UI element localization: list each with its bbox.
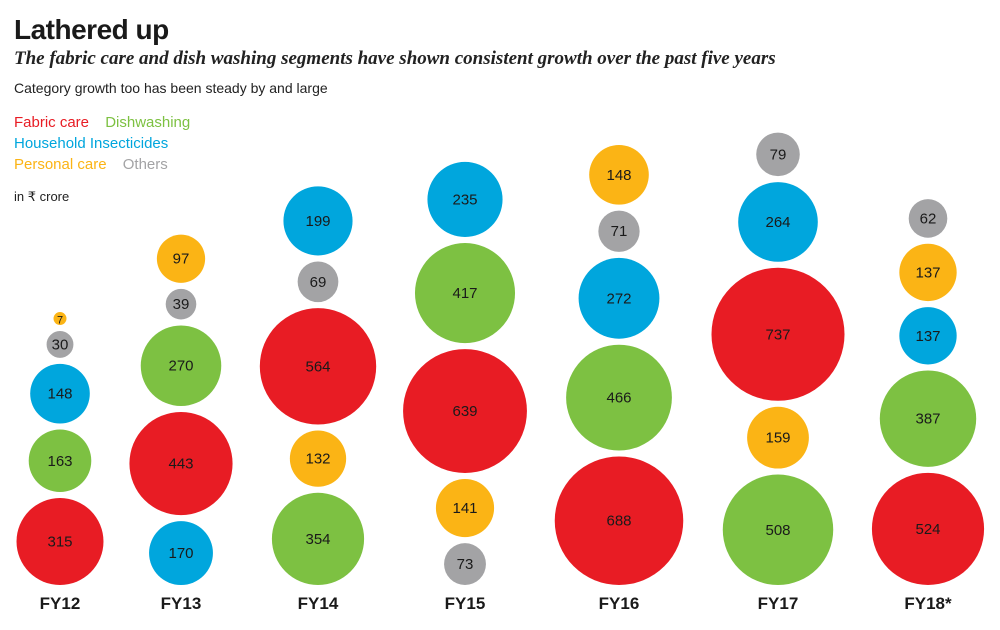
bubble-personal-care-fy15: [435, 478, 495, 538]
bubble-household-insecticides-fy13: [149, 521, 213, 585]
data-label: 30: [52, 336, 69, 353]
legend-item-personal-care: Personal care: [14, 156, 107, 173]
legend: Fabric care Dishwashing Household Insect…: [14, 112, 202, 175]
chart-title: Lathered up: [14, 14, 169, 45]
bubble-others-fy12: [46, 331, 74, 358]
bubble-personal-care-fy17: [747, 406, 809, 469]
bubble-others-fy18: [908, 199, 948, 238]
bubble-others-fy17: [756, 132, 800, 177]
bubble-household-insecticides-fy18: [899, 307, 957, 365]
x-tick-label: FY16: [599, 594, 640, 613]
data-label: 564: [305, 358, 330, 375]
x-tick-label: FY14: [298, 594, 339, 613]
bubble-dishwashing-fy18: [879, 370, 977, 467]
data-label: 639: [452, 403, 477, 420]
bubble-dishwashing-fy16: [566, 344, 672, 451]
x-tick-label: FY18*: [904, 594, 952, 613]
data-label: 524: [915, 521, 940, 538]
data-label: 466: [606, 390, 631, 407]
unit-label: in ₹ crore: [14, 189, 70, 204]
data-label: 315: [47, 534, 72, 551]
data-label: 141: [452, 500, 477, 517]
data-label: 508: [765, 522, 790, 539]
data-label: 137: [915, 328, 940, 345]
x-tick-label: FY17: [758, 594, 799, 613]
data-label: 69: [310, 274, 327, 291]
data-label: 62: [920, 210, 937, 227]
bubble-fabric-care-fy13: [129, 411, 233, 516]
bubble-fabric-care-fy12: [16, 498, 104, 585]
bubble-fabric-care-fy14: [259, 308, 377, 425]
data-label: 137: [915, 264, 940, 281]
data-label: 148: [606, 167, 631, 184]
bubble-household-insecticides-fy16: [578, 257, 660, 339]
legend-item-others: Others: [122, 156, 168, 173]
bubble-others-fy16: [598, 210, 640, 252]
bubble-dishwashing-fy15: [414, 243, 516, 344]
bubble-household-insecticides-fy15: [427, 161, 503, 238]
bubble-dishwashing-fy12: [28, 429, 92, 493]
bubble-dishwashing-fy14: [271, 492, 365, 585]
data-label: 688: [606, 513, 631, 530]
data-label: 387: [915, 411, 940, 428]
data-label: 199: [305, 213, 330, 230]
data-label: 264: [765, 214, 790, 231]
bubble-others-fy13: [165, 288, 197, 320]
data-label: 354: [305, 531, 330, 548]
bubble-dishwashing-fy17: [722, 474, 834, 585]
chart-note: Category growth too has been steady by a…: [14, 80, 328, 96]
bubble-personal-care-fy13: [156, 234, 206, 283]
data-label: 159: [765, 430, 790, 447]
legend-item-household-insecticides: Household Insecticides: [14, 135, 169, 152]
chart-subtitle: The fabric care and dish washing segment…: [14, 48, 776, 69]
bubble-fabric-care-fy17: [711, 267, 845, 401]
data-label: 148: [47, 386, 72, 403]
legend-item-dishwashing: Dishwashing: [105, 114, 191, 131]
bubble-personal-care-fy12: [53, 312, 67, 326]
data-label: 163: [47, 453, 72, 470]
data-label: 270: [168, 358, 193, 375]
data-label: 272: [606, 290, 631, 307]
data-label: 737: [765, 326, 790, 343]
bubble-others-fy14: [297, 261, 339, 303]
bubble-dishwashing-fy13: [140, 325, 222, 406]
data-label: 97: [173, 251, 190, 268]
data-label: 73: [457, 556, 474, 573]
x-tick-label: FY12: [40, 594, 81, 613]
data-label: 7: [57, 315, 63, 327]
data-label: 443: [168, 456, 193, 473]
bubble-personal-care-fy16: [589, 144, 649, 205]
legend-item-fabric-care: Fabric care: [14, 114, 90, 131]
data-label: 132: [305, 451, 330, 468]
bubble-fabric-care-fy18: [871, 472, 985, 585]
bubble-household-insecticides-fy14: [283, 186, 353, 256]
data-label: 170: [168, 545, 193, 562]
x-tick-label: FY13: [161, 594, 202, 613]
bubble-personal-care-fy14: [289, 430, 347, 487]
bubble-fabric-care-fy15: [403, 349, 527, 473]
data-label: 417: [452, 285, 477, 302]
bubble-personal-care-fy18: [899, 243, 957, 302]
data-label: 71: [611, 223, 628, 240]
bubble-others-fy15: [444, 543, 486, 585]
bubble-household-insecticides-fy12: [30, 363, 90, 424]
data-label: 235: [452, 191, 477, 208]
bubble-fabric-care-fy16: [554, 456, 684, 585]
bubble-household-insecticides-fy17: [738, 182, 818, 262]
x-tick-label: FY15: [445, 594, 486, 613]
data-label: 39: [173, 296, 190, 313]
data-label: 79: [770, 146, 787, 163]
